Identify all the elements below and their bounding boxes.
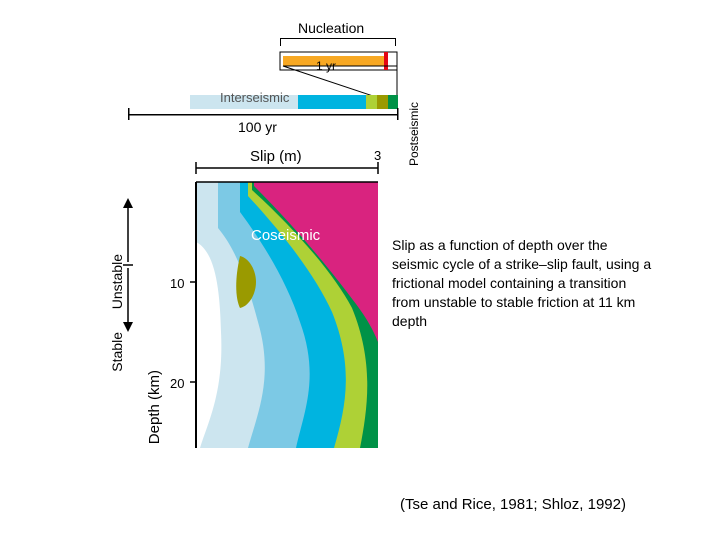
stable-label: Stable: [109, 332, 125, 372]
interseismic-label: Interseismic: [220, 90, 289, 105]
depth-tick-10: 10: [170, 276, 184, 291]
unstable-label: Unstable: [109, 254, 125, 309]
postseismic-label: Postseismic: [407, 102, 421, 166]
slip-tick-3: 3: [374, 148, 381, 163]
slip-axis-label: Slip (m): [250, 148, 302, 165]
depth-tick-20: 20: [170, 376, 184, 391]
description-text: Slip as a function of depth over the sei…: [392, 236, 652, 330]
citation-text: (Tse and Rice, 1981; Shloz, 1992): [400, 496, 626, 513]
nucleation-duration: 1 yr: [316, 59, 336, 73]
depth-axis-label: Depth (km): [146, 370, 163, 444]
nucleation-label: Nucleation: [298, 20, 364, 36]
timeline-label: 100 yr: [238, 119, 277, 135]
